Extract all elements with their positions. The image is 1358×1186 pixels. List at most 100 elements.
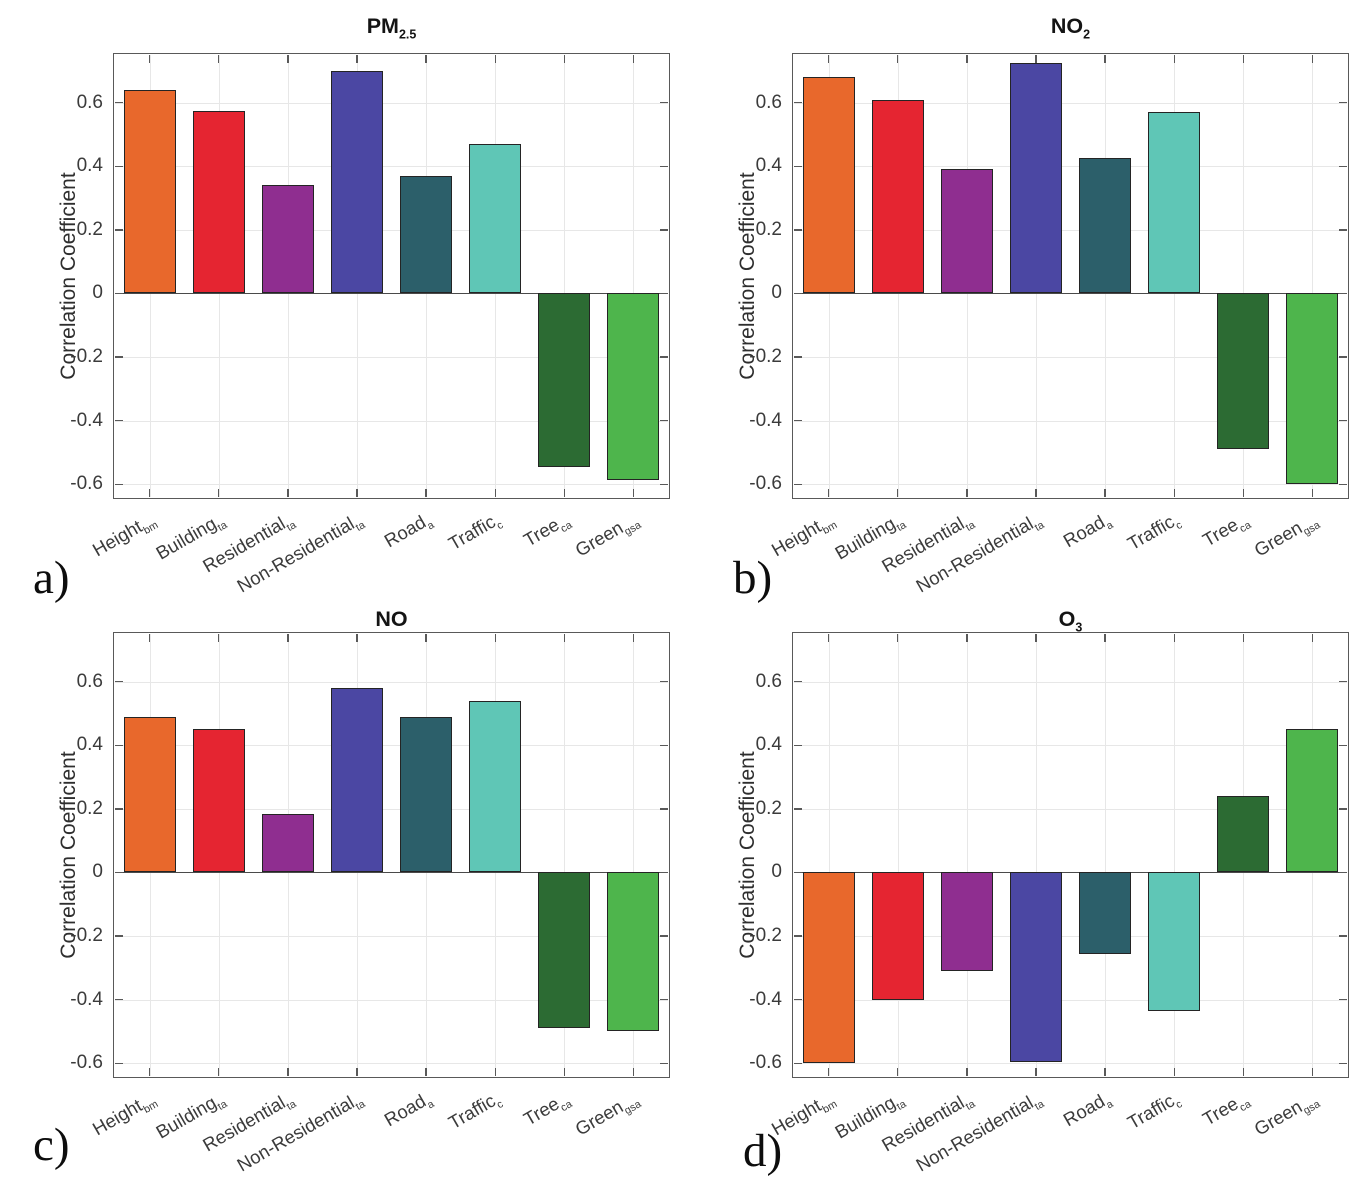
axis-tick <box>1242 634 1244 642</box>
gridline <box>1312 55 1314 497</box>
gridline <box>1105 634 1107 1076</box>
bar-traffic <box>1148 112 1201 294</box>
axis-tick <box>287 55 289 63</box>
axis-tick <box>660 681 668 683</box>
axis-tick <box>218 489 220 497</box>
bar-road <box>1079 158 1132 294</box>
axis-tick <box>897 634 899 642</box>
y-tick-label: 0.4 <box>76 155 103 177</box>
axis-tick <box>115 102 123 104</box>
axis-tick <box>897 489 899 497</box>
gridline <box>115 357 668 359</box>
axis-tick <box>1035 55 1037 63</box>
label-subscript: c <box>494 519 506 533</box>
label-subscript: c <box>1173 1098 1185 1112</box>
label-subscript: 3 <box>1075 620 1083 635</box>
gridline <box>794 1063 1347 1065</box>
plot-area <box>115 634 668 1076</box>
bar-traffic <box>1148 872 1201 1011</box>
zero-line <box>115 871 668 874</box>
axis-tick <box>115 1062 123 1064</box>
axis-tick <box>1339 681 1347 683</box>
axis-tick <box>827 634 830 642</box>
y-tick-label: 0.4 <box>76 734 103 756</box>
axis-tick <box>660 102 668 104</box>
y-tick-label: -0.2 <box>70 346 103 368</box>
axis-tick <box>563 489 565 497</box>
axis-tick <box>425 489 427 497</box>
gridline <box>794 166 1347 168</box>
axis-tick <box>218 55 220 63</box>
bar-residential <box>940 169 993 294</box>
bar-green <box>1286 293 1339 485</box>
axis-tick <box>1104 634 1106 642</box>
axis-tick <box>1339 1062 1347 1064</box>
gridline <box>794 808 1347 810</box>
axis-tick <box>1339 165 1347 167</box>
axis-tick <box>1104 1068 1106 1076</box>
y-tick-label: -0.2 <box>749 925 782 947</box>
axis-tick <box>794 871 802 874</box>
label-subscript: ca <box>1237 1098 1254 1115</box>
y-tick-label: -0.6 <box>749 1052 782 1074</box>
zero-line <box>794 871 1347 874</box>
y-tick-label: 0.6 <box>76 670 103 692</box>
y-tick-label: 0 <box>92 861 103 883</box>
bar-height <box>802 77 855 294</box>
axis-tick <box>287 1068 289 1076</box>
label-main: NO <box>1050 14 1084 38</box>
gridline <box>794 936 1347 938</box>
axis-tick <box>794 1062 802 1064</box>
bar-tree <box>1217 796 1270 873</box>
y-tick-label: -0.4 <box>749 409 782 431</box>
axis-tick <box>356 489 358 497</box>
axis-tick <box>115 229 123 231</box>
label-subscript: ca <box>558 1098 575 1115</box>
label-main: Green <box>1250 1095 1306 1140</box>
axis-tick <box>287 489 289 497</box>
panel-title: NO2 <box>794 13 1347 48</box>
panel-title: NO <box>115 606 668 632</box>
axis-tick <box>148 55 151 63</box>
gridline <box>1174 634 1176 1076</box>
axis-tick <box>897 1068 899 1076</box>
label-subscript: 2 <box>1083 27 1091 42</box>
y-tick-label: 0.2 <box>76 797 103 819</box>
axis-tick <box>1035 489 1037 497</box>
axis-tick <box>1104 489 1106 497</box>
bar-building <box>871 872 924 1000</box>
bar-non-residential <box>1009 872 1062 1062</box>
panel-title: O3 <box>794 606 1347 641</box>
axis-tick <box>287 634 289 642</box>
plot-area <box>794 634 1347 1076</box>
gridline <box>794 484 1347 486</box>
y-tick-label: 0.6 <box>76 91 103 113</box>
label-main: Green <box>571 1095 627 1140</box>
bar-height <box>802 872 855 1064</box>
plot-area <box>115 55 668 497</box>
label-main: Road <box>380 510 430 552</box>
bar-traffic <box>469 700 522 873</box>
axis-tick <box>1311 634 1314 642</box>
label-main: NO <box>375 607 408 631</box>
axis-tick <box>1242 55 1244 63</box>
y-tick-label: 0.6 <box>755 91 782 113</box>
bar-height <box>123 716 176 873</box>
y-tick-label: 0.4 <box>755 734 782 756</box>
axis-tick <box>660 165 668 167</box>
gridline <box>794 420 1347 422</box>
gridline <box>794 745 1347 747</box>
bar-green <box>1286 729 1339 873</box>
label-subscript: gsa <box>622 1098 644 1118</box>
y-tick-label: -0.6 <box>749 473 782 495</box>
axis-tick <box>794 229 802 231</box>
axis-tick <box>794 681 802 683</box>
label-subscript: 2.5 <box>398 27 417 42</box>
axis-tick <box>827 489 830 497</box>
axis-tick <box>660 229 668 231</box>
axis-tick <box>897 55 899 63</box>
gridline <box>794 681 1347 683</box>
axis-tick <box>494 55 496 63</box>
axis-tick <box>794 808 802 810</box>
axis-tick <box>632 1068 635 1076</box>
